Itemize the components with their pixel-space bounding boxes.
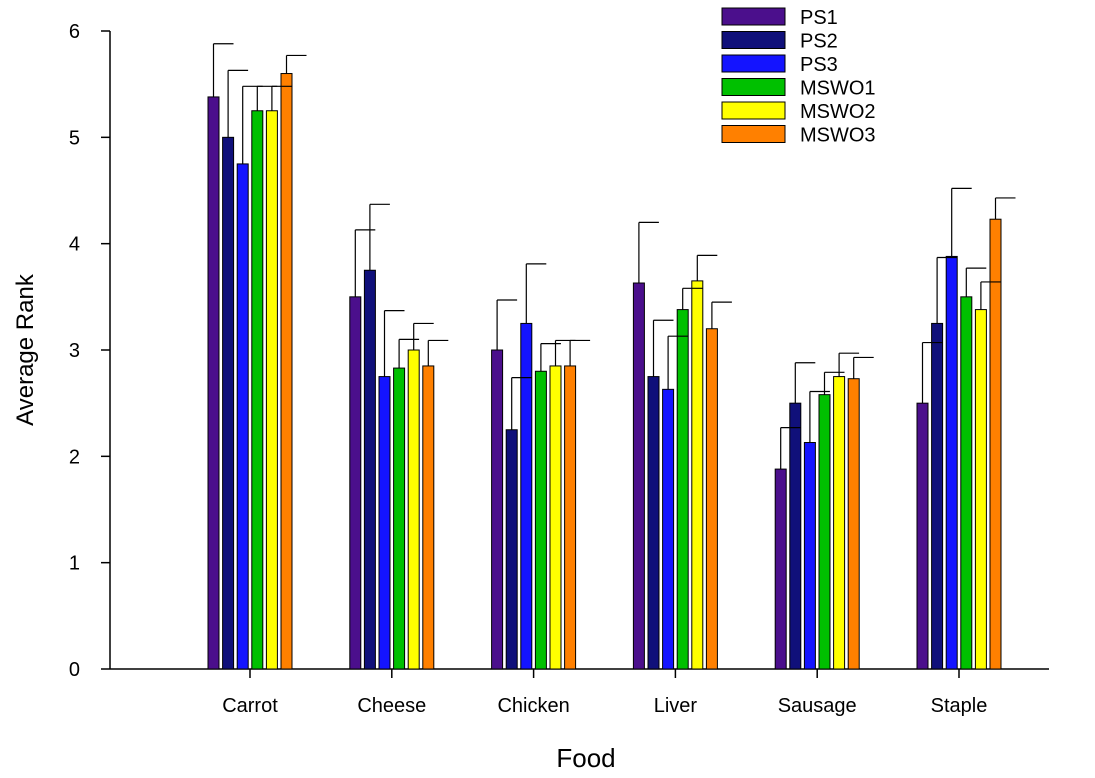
bar (974, 309, 987, 670)
bar (662, 388, 675, 670)
bar (378, 376, 391, 670)
bar (393, 367, 406, 670)
legend-label: PS3 (800, 54, 838, 76)
bar (491, 349, 504, 670)
bar (960, 296, 973, 670)
bar (564, 365, 577, 670)
bar (280, 73, 293, 670)
bar (676, 309, 689, 670)
bar (349, 296, 362, 670)
legend-swatch (721, 7, 786, 26)
bar (207, 96, 220, 670)
y-tick-label: 5 (69, 127, 80, 149)
bar (818, 394, 831, 670)
bar (407, 349, 420, 670)
y-axis-title: Average Rank (12, 273, 39, 426)
y-tick-label: 4 (69, 234, 80, 256)
bar (363, 269, 376, 670)
legend-swatch (721, 125, 786, 143)
legend-label: PS2 (800, 31, 838, 53)
y-tick-label: 1 (69, 553, 80, 575)
bar (534, 370, 547, 670)
legend-swatch (721, 54, 786, 73)
bar (931, 322, 944, 670)
bar (505, 429, 518, 670)
bar (251, 110, 264, 670)
y-tick-label: 3 (69, 340, 80, 362)
x-tick-label: Chicken (497, 695, 569, 717)
y-tick-label: 2 (69, 446, 80, 468)
y-tick-label: 0 (69, 659, 80, 681)
bar (647, 376, 660, 670)
legend-swatch (721, 31, 786, 49)
bar (945, 255, 958, 670)
bar (422, 365, 435, 670)
bar (916, 402, 929, 670)
x-tick-label: Liver (654, 695, 698, 717)
bar (847, 378, 860, 670)
bar (222, 136, 235, 670)
legend-swatch (721, 78, 786, 96)
x-tick-label: Carrot (222, 695, 278, 717)
x-ticks: Carrot Cheese Chicken Liver Sausage Staple (222, 669, 987, 717)
bar (803, 442, 816, 670)
axes (109, 31, 1049, 670)
bar (265, 110, 278, 670)
x-axis-title: Food (556, 743, 615, 773)
bar (236, 163, 249, 670)
bar (691, 280, 704, 670)
bar (632, 282, 645, 670)
x-tick-label: Sausage (778, 695, 857, 717)
bar (989, 218, 1002, 670)
legend-label: MSWO2 (800, 101, 876, 123)
legend-swatch (721, 101, 786, 120)
y-ticks: 0 1 2 3 4 5 6 (69, 21, 110, 681)
x-tick-label: Staple (931, 695, 988, 717)
y-tick-label: 6 (69, 21, 80, 43)
bar (549, 365, 562, 670)
error-bars (212, 43, 1016, 470)
bar (833, 376, 846, 670)
bar (520, 322, 533, 670)
legend-label: MSWO3 (800, 125, 876, 147)
legend-label: PS1 (800, 7, 838, 29)
x-tick-label: Cheese (357, 695, 426, 717)
legend-label: MSWO1 (800, 78, 876, 100)
bar (705, 328, 718, 670)
bar (774, 468, 787, 670)
bar (789, 402, 802, 670)
bars (207, 73, 1002, 670)
